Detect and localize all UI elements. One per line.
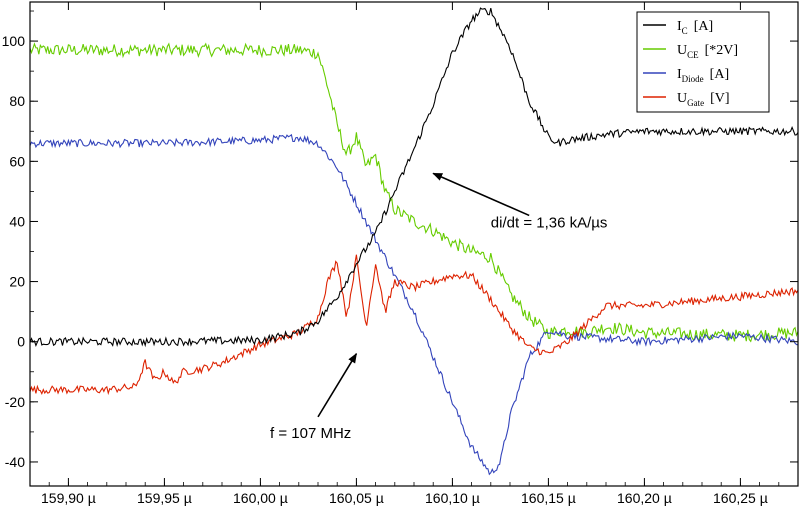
x-tick-label: 159,90 µ [41, 490, 96, 506]
legend-subscript: Diode [682, 74, 704, 84]
y-tick-label: -40 [5, 454, 25, 470]
legend-subscript: C [682, 26, 688, 36]
y-tick-label: 0 [17, 334, 25, 350]
series-layer [30, 7, 798, 476]
legend: IC [A]UCE [*2V]IDiode [A]UGate [V] [636, 11, 770, 113]
x-tick-label: 160,05 µ [329, 490, 384, 506]
legend-unit: [A] [694, 19, 713, 34]
annotations: di/dt = 1,36 kA/µs f = 107 MHz [270, 172, 608, 442]
legend-box [636, 11, 770, 113]
x-tick-label: 160,10 µ [425, 490, 480, 506]
series-line-3 [30, 254, 798, 396]
y-tick-label: 20 [9, 274, 25, 290]
annotation-arrow [317, 352, 358, 418]
y-tick-label: -20 [5, 394, 25, 410]
x-tick-label: 160,25 µ [713, 490, 768, 506]
legend-name: I [677, 19, 682, 34]
series-line-2 [30, 133, 798, 476]
legend-name: I [677, 67, 682, 82]
x-tick-label: 160,15 µ [521, 490, 576, 506]
y-tick-label: 80 [9, 93, 25, 109]
series-line-0 [30, 7, 798, 348]
legend-entry: UGate [V] [677, 91, 730, 108]
annotation-text: di/dt = 1,36 kA/µs [491, 214, 608, 231]
y-tick-label: 40 [9, 213, 25, 229]
legend-name: U [677, 43, 687, 58]
legend-subscript: CE [687, 50, 699, 60]
x-tick-label: 159,95 µ [137, 490, 192, 506]
legend-unit: [A] [710, 67, 729, 82]
legend-unit: [V] [710, 91, 729, 106]
annotation-text: f = 107 MHz [270, 425, 351, 442]
legend-entry: IC [A] [677, 19, 713, 36]
y-tick-label: 60 [9, 153, 25, 169]
legend-subscript: Gate [687, 98, 704, 108]
legend-entry: IDiode [A] [677, 67, 729, 84]
legend-unit: [*2V] [705, 43, 738, 58]
x-tick-label: 160,20 µ [617, 490, 672, 506]
legend-entry: UCE [*2V] [677, 43, 738, 60]
series-line-1 [30, 42, 798, 343]
legend-name: U [677, 91, 687, 106]
annotation-arrow [432, 172, 530, 217]
x-tick-label: 160,00 µ [233, 490, 288, 506]
y-tick-label: 100 [2, 33, 26, 49]
